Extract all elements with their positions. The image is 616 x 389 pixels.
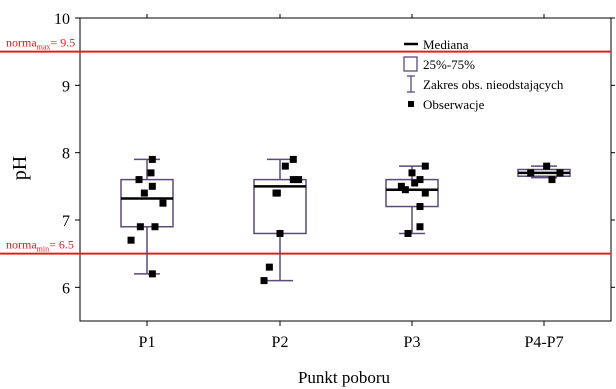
observation-point	[140, 189, 148, 197]
observation-point	[281, 162, 289, 170]
observation-point	[151, 223, 159, 231]
y-tick-label: 6	[62, 280, 70, 297]
observation-point	[273, 189, 281, 197]
observation-point	[416, 176, 424, 184]
reference-line-label: normamax= 9.5	[6, 36, 75, 52]
legend: Mediana 25%-75% Zakres obs. nieodstających…	[403, 37, 564, 112]
box-p1	[120, 158, 174, 275]
observation-point	[556, 169, 564, 177]
observation-point	[159, 199, 167, 207]
observation-point	[543, 162, 551, 170]
plot-area	[79, 17, 612, 322]
boxes	[120, 158, 571, 282]
reference-line-label: normamin= 6.5	[6, 238, 74, 254]
observation-point	[416, 203, 424, 211]
x-tick-label: P4-P7	[524, 334, 563, 351]
legend-point-symbol	[408, 101, 414, 107]
y-axis-label: pH	[9, 156, 31, 180]
observation-point	[404, 229, 412, 237]
observation-point	[397, 182, 405, 190]
observation-point	[276, 229, 284, 237]
observation-point	[148, 182, 156, 190]
legend-box-symbol	[403, 56, 418, 72]
observation-point	[135, 176, 143, 184]
legend-item: Obserwacje	[408, 97, 485, 112]
observation-point	[136, 223, 144, 231]
legend-item: Mediana	[404, 37, 469, 52]
x-axis-label: Punkt poboru	[298, 368, 391, 387]
x-tick-label: P1	[139, 334, 156, 351]
observation-point	[401, 186, 409, 194]
observation-point	[408, 169, 416, 177]
observation-point	[416, 223, 424, 231]
x-tick-label: P3	[404, 334, 421, 351]
iqr-box	[253, 178, 307, 235]
observation-points	[127, 155, 564, 285]
observation-point	[421, 162, 429, 170]
legend-label: Zakres obs. nieodstających	[423, 77, 564, 92]
y-tick-label: 8	[62, 146, 70, 163]
observation-point	[127, 236, 135, 244]
axes: 6 7 8 9 10 P1 P2 P3 P4-P7	[54, 11, 615, 351]
legend-label: Mediana	[423, 37, 469, 52]
plot-frame	[79, 17, 612, 322]
observation-point	[411, 179, 419, 187]
observation-point	[148, 155, 156, 163]
y-tick-label: 7	[62, 213, 70, 230]
observation-point	[289, 155, 297, 163]
observation-point	[295, 176, 303, 184]
reference-lines: normamax= 9.5 normamin= 6.5	[0, 36, 611, 255]
observation-point	[421, 189, 429, 197]
observation-point	[527, 169, 535, 177]
observation-point	[260, 277, 268, 285]
legend-item: Zakres obs. nieodstających	[407, 75, 564, 93]
legend-label: 25%-75%	[423, 57, 475, 72]
box-p2	[253, 158, 307, 282]
observation-point	[548, 176, 556, 184]
y-tick-label: 10	[54, 11, 70, 28]
legend-label: Obserwacje	[423, 97, 485, 112]
legend-item: 25%-75%	[403, 56, 475, 72]
y-tick-label: 9	[62, 78, 70, 95]
observation-point	[147, 169, 155, 177]
observation-point	[148, 270, 156, 278]
observation-point	[289, 176, 297, 184]
x-tick-label: P2	[272, 334, 289, 351]
observation-point	[265, 263, 273, 271]
iqr-box	[120, 178, 174, 228]
